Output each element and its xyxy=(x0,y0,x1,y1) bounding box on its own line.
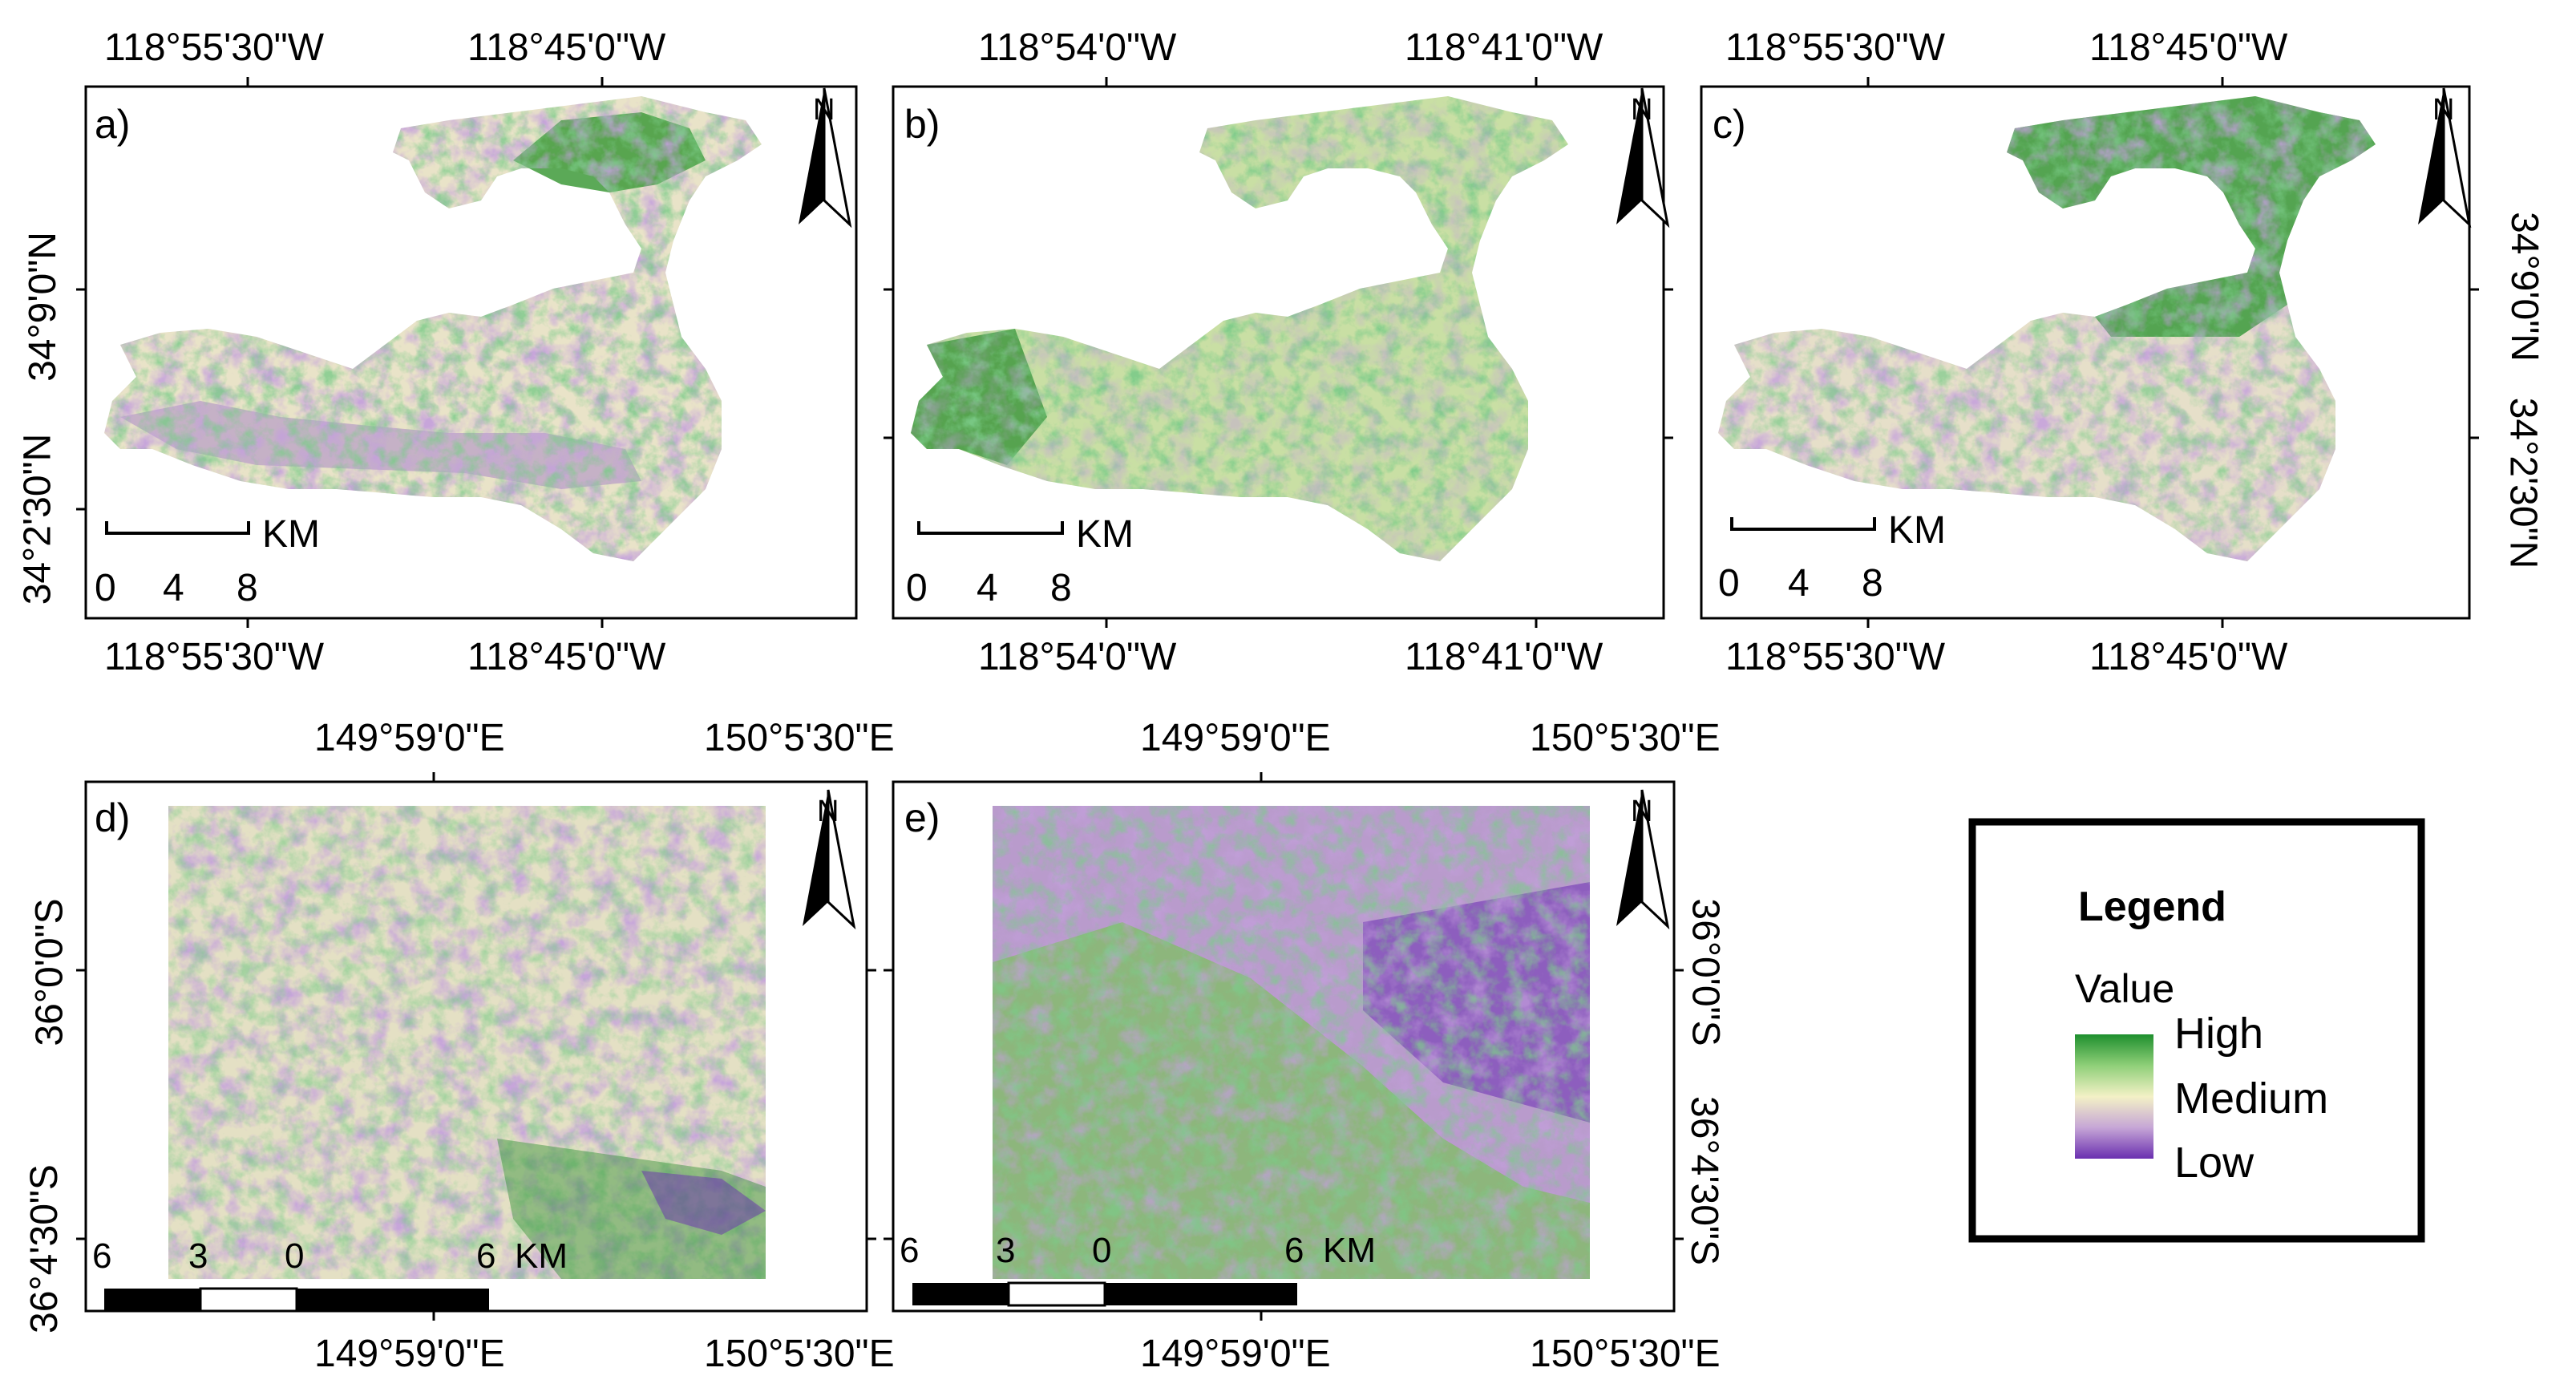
lat-label-bottom-left-lower: 36°4'30"S xyxy=(22,1164,66,1333)
legend-title: Legend xyxy=(2078,884,2226,930)
scalebar-a-tick-2: 8 xyxy=(237,567,258,609)
lon-label-a-bottom-left: 118°55'30"W xyxy=(104,636,325,678)
lon-label-c-top-left: 118°55'30"W xyxy=(1725,26,1946,69)
north-arrow-icon xyxy=(1616,789,1670,930)
lat-label-left-lower: 34°2'30"N xyxy=(16,433,59,605)
lon-label-d-bottom-right: 150°5'30"E xyxy=(704,1333,895,1375)
scalebar-c-tick-1: 4 xyxy=(1788,562,1810,605)
panel-label-a: a) xyxy=(95,102,131,147)
lat-label-right-upper: 34°9'0"N xyxy=(2502,212,2546,362)
scalebar-d-unit: KM xyxy=(515,1236,568,1276)
scalebar-e-tick-2: 0 xyxy=(1092,1231,1112,1270)
north-label: N xyxy=(1631,795,1653,828)
lon-label-d-top-left: 149°59'0"E xyxy=(314,717,505,759)
lon-label-e-bottom-right: 150°5'30"E xyxy=(1530,1333,1721,1375)
scalebar-b-tick-0: 0 xyxy=(906,567,928,609)
north-label: N xyxy=(2432,93,2455,127)
scalebar-a-tick-1: 4 xyxy=(163,567,184,609)
scalebar-c-tick-0: 0 xyxy=(1718,562,1740,605)
map-raster-a xyxy=(104,96,762,561)
panel-label-d: d) xyxy=(95,795,131,840)
lon-label-b-bottom-left: 118°54'0"W xyxy=(978,636,1177,678)
scalebar-d xyxy=(104,1287,489,1313)
scalebar-a-unit: KM xyxy=(262,513,320,556)
map-panel-d xyxy=(84,780,868,1313)
lon-label-d-bottom-left: 149°59'0"E xyxy=(314,1333,505,1375)
scalebar-d-tick-2: 0 xyxy=(285,1236,305,1276)
scalebar-c xyxy=(1730,517,1876,531)
panel-label-c: c) xyxy=(1713,102,1746,147)
map-raster-e xyxy=(993,806,1590,1279)
map-panel-a xyxy=(84,85,858,620)
scalebar-b-unit: KM xyxy=(1076,513,1134,556)
legend-field-label: Value xyxy=(2075,966,2175,1011)
scalebar-b-tick-1: 4 xyxy=(977,567,998,609)
scalebar-e xyxy=(912,1281,1297,1307)
lat-label-right-lower: 34°2'30"N xyxy=(2501,397,2545,569)
scalebar-e-tick-3: 6 xyxy=(1284,1231,1304,1270)
legend-color-ramp xyxy=(2075,1034,2153,1159)
lon-label-c-bottom-right: 118°45'0"W xyxy=(2089,636,2288,678)
scalebar-c-tick-2: 8 xyxy=(1862,562,1883,605)
north-arrow-icon xyxy=(2418,87,2472,229)
lon-label-b-top-left: 118°54'0"W xyxy=(978,26,1177,69)
north-arrow-icon xyxy=(799,87,852,229)
lon-label-d-top-right: 150°5'30"E xyxy=(704,717,895,759)
scalebar-a xyxy=(105,521,250,535)
scalebar-b-tick-2: 8 xyxy=(1050,567,1072,609)
lon-label-c-bottom-left: 118°55'30"W xyxy=(1725,636,1946,678)
legend-low-label: Low xyxy=(2174,1139,2255,1187)
panel-ticks xyxy=(76,77,2479,1321)
scalebar-c-unit: KM xyxy=(1888,509,1946,552)
north-label: N xyxy=(817,795,839,828)
scalebar-d-tick-0: 6 xyxy=(92,1236,112,1276)
lat-label-left-upper: 34°9'0"N xyxy=(21,232,64,382)
north-label: N xyxy=(1631,93,1653,127)
north-arrow-icon xyxy=(1616,87,1670,229)
map-raster-d xyxy=(168,806,766,1279)
legend-high-label: High xyxy=(2174,1010,2264,1058)
lon-label-e-top-left: 149°59'0"E xyxy=(1140,717,1331,759)
scalebar-a-tick-0: 0 xyxy=(95,567,116,609)
map-panel-e xyxy=(892,780,1676,1313)
map-raster-c xyxy=(1718,96,2376,561)
lon-label-a-bottom-right: 118°45'0"W xyxy=(467,636,666,678)
map-raster-b xyxy=(911,96,1568,561)
lon-label-b-top-right: 118°41'0"W xyxy=(1405,26,1603,69)
scalebar-e-tick-1: 3 xyxy=(996,1231,1016,1270)
lat-label-bottom-right-lower: 36°4'30"S xyxy=(1682,1096,1725,1265)
panel-label-e: e) xyxy=(904,795,940,840)
lat-label-bottom-right-upper: 36°0'0"S xyxy=(1684,898,1727,1046)
lon-label-a-top-left: 118°55'30"W xyxy=(104,26,325,69)
lon-label-b-bottom-right: 118°41'0"W xyxy=(1405,636,1603,678)
lon-label-a-top-right: 118°45'0"W xyxy=(467,26,666,69)
panel-label-b: b) xyxy=(904,102,940,147)
map-panel-c xyxy=(1700,85,2471,620)
lon-label-c-top-right: 118°45'0"W xyxy=(2089,26,2288,69)
lon-label-e-top-right: 150°5'30"E xyxy=(1530,717,1721,759)
map-panel-b xyxy=(892,85,1665,620)
lat-label-bottom-left-upper: 36°0'0"S xyxy=(28,898,71,1046)
legend-medium-label: Medium xyxy=(2174,1074,2329,1123)
scalebar-d-tick-1: 3 xyxy=(188,1236,208,1276)
scalebar-e-tick-0: 6 xyxy=(900,1231,920,1270)
north-arrow-icon xyxy=(803,789,856,930)
legend xyxy=(1968,818,2425,1243)
lon-label-e-bottom-left: 149°59'0"E xyxy=(1140,1333,1331,1375)
scalebar-d-tick-3: 6 xyxy=(476,1236,496,1276)
scalebar-e-unit: KM xyxy=(1323,1231,1376,1270)
north-label: N xyxy=(813,93,835,127)
scalebar-b xyxy=(917,521,1064,535)
